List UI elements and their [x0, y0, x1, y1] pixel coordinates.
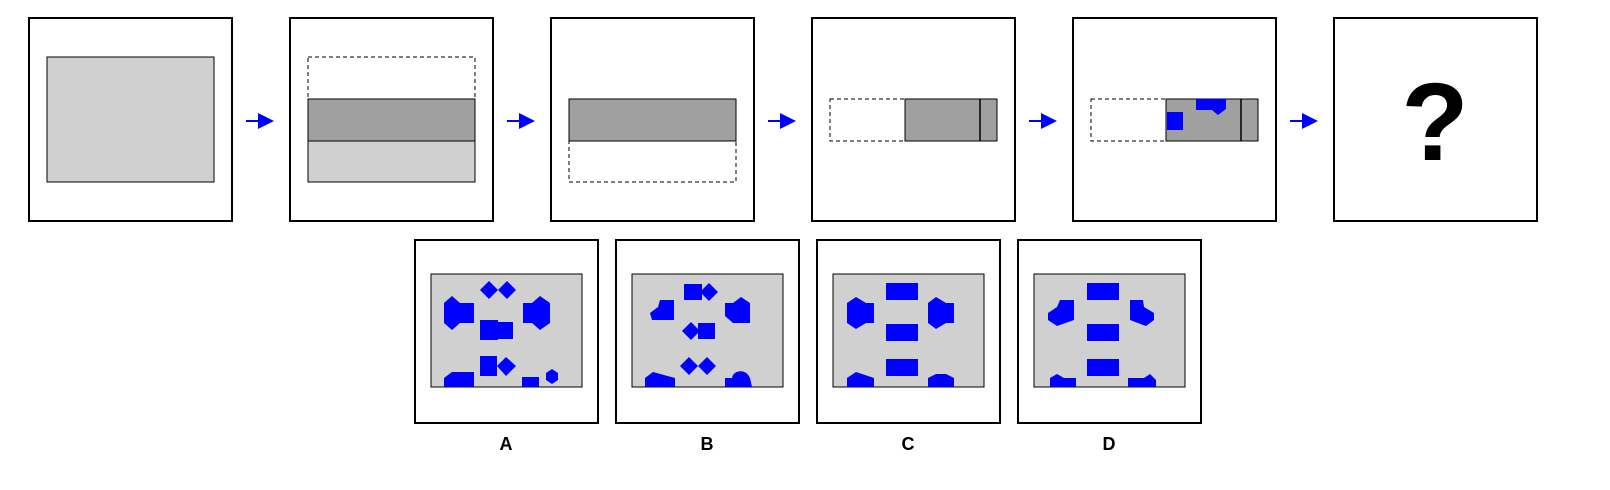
option-b-holes — [645, 283, 752, 387]
step-6-panel: ? — [1333, 17, 1538, 222]
fold-outline — [829, 98, 906, 142]
folded-layer — [904, 98, 998, 142]
fold-outline — [568, 140, 737, 183]
folded-layer — [307, 98, 476, 142]
option-a-holes — [444, 281, 558, 387]
paper-sheet — [307, 140, 476, 183]
option-a-label: A — [500, 434, 513, 454]
fold-outline — [1090, 98, 1167, 142]
folded-layer — [568, 98, 737, 142]
option-a[interactable]: A — [414, 239, 599, 454]
step-4-panel — [811, 17, 1016, 222]
option-d[interactable]: D — [1017, 239, 1202, 454]
option-c[interactable]: C — [816, 239, 1001, 454]
option-d-label: D — [1103, 434, 1116, 454]
punched-hole — [1167, 112, 1183, 130]
question-mark: ? — [1401, 61, 1468, 184]
punched-hole — [1196, 99, 1226, 115]
step-5-panel — [1072, 17, 1277, 222]
step-2-panel — [289, 17, 494, 222]
step-3-panel — [550, 17, 755, 222]
option-c-holes — [847, 283, 954, 387]
option-c-label: C — [902, 434, 915, 454]
option-b-label: B — [701, 434, 714, 454]
step-1-panel — [28, 17, 233, 222]
paper-sheet — [46, 56, 215, 183]
option-b[interactable]: B — [615, 239, 800, 454]
option-d-holes — [1048, 283, 1156, 387]
